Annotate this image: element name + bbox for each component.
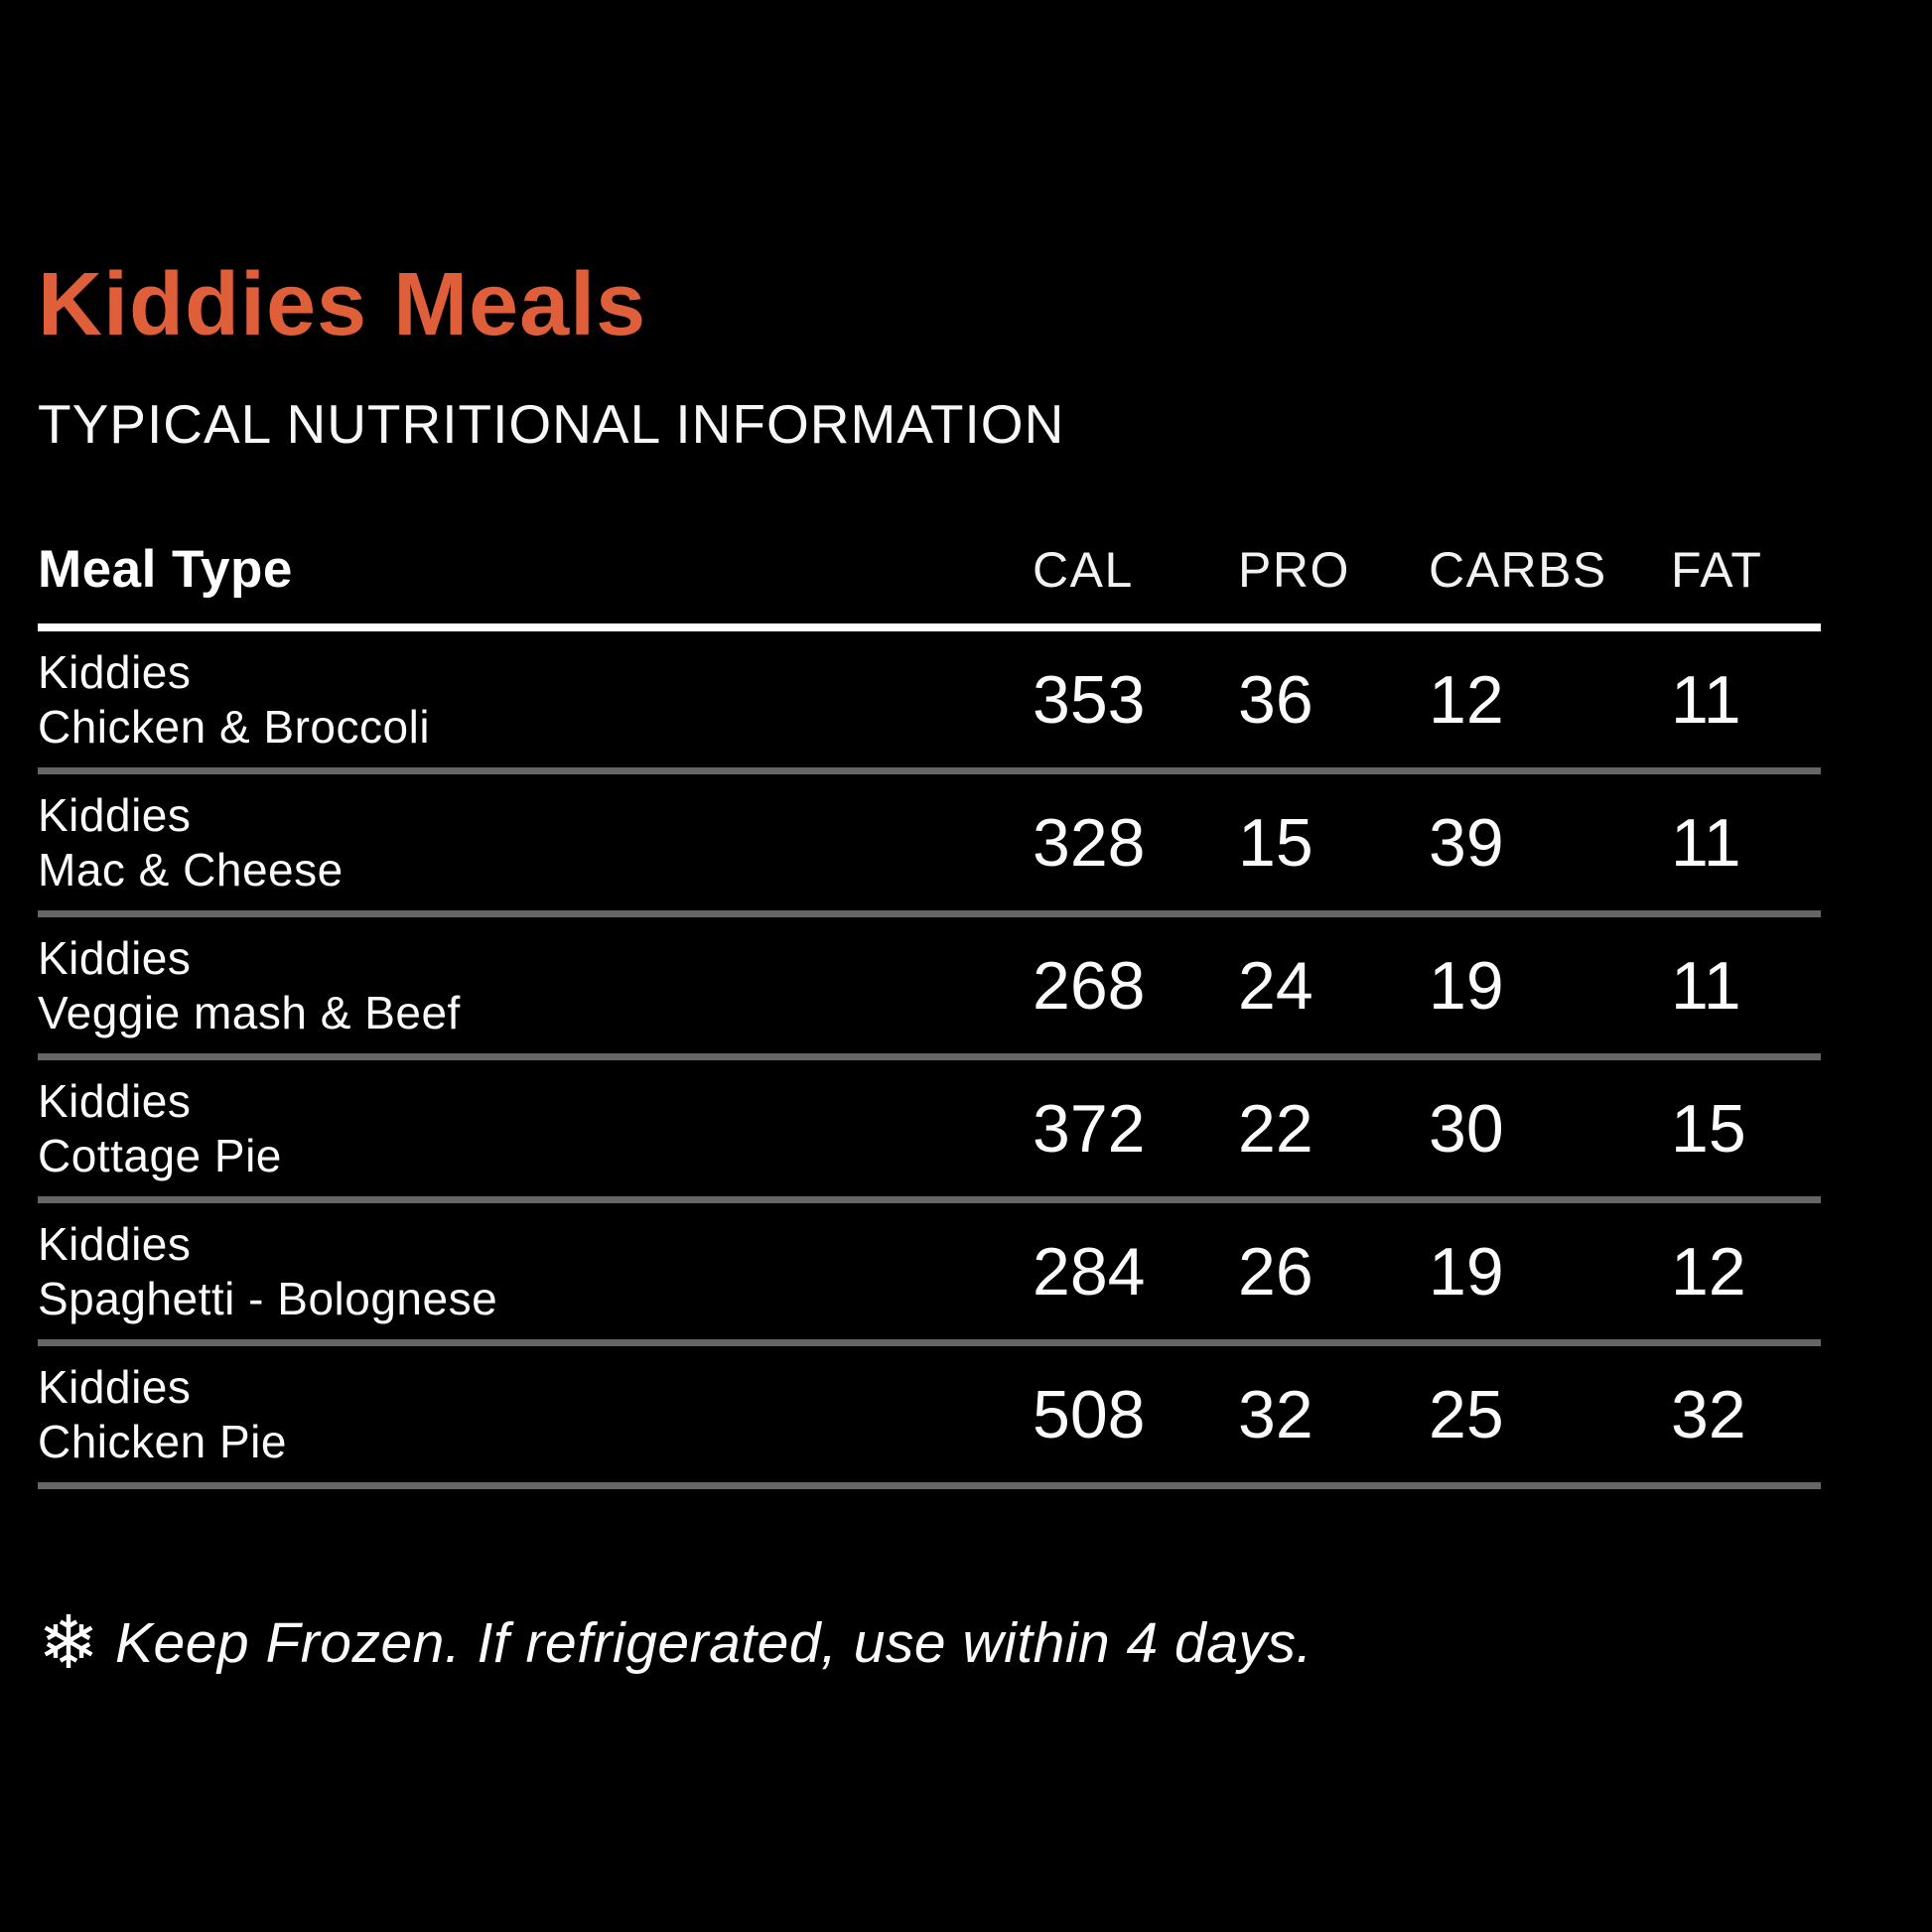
meal-name-line1: Kiddies <box>38 1218 192 1271</box>
meal-name-line2: Chicken & Broccoli <box>38 700 431 753</box>
meal-name-line2: Cottage Pie <box>38 1129 282 1181</box>
header-divider <box>38 623 1821 631</box>
pro-value: 22 <box>1238 1090 1313 1167</box>
fat-value: 11 <box>1671 947 1741 1024</box>
footer-note: ❄ Keep Frozen. If refrigerated, use with… <box>38 1606 1821 1680</box>
footer-text: Keep Frozen. If refrigerated, use within… <box>115 1611 1312 1675</box>
meal-name-line1: Kiddies <box>38 1075 192 1128</box>
carbs-value: 19 <box>1429 1233 1504 1310</box>
pro-value: 15 <box>1238 804 1313 881</box>
meal-name: Kiddies Spaghetti - Bolognese <box>38 1207 1033 1335</box>
meal-name: Kiddies Chicken Pie <box>38 1350 1033 1478</box>
pro-value: 32 <box>1238 1376 1313 1452</box>
table-row: Kiddies Chicken Pie 508 32 25 32 <box>38 1346 1821 1489</box>
carbs-value: 19 <box>1429 947 1504 1024</box>
snowflake-icon: ❄ <box>38 1601 100 1684</box>
fat-value: 11 <box>1671 661 1741 738</box>
table-header-row: Meal Type CAL PRO CARBS FAT <box>38 539 1821 600</box>
meal-name-line2: Mac & Cheese <box>38 843 344 896</box>
meal-name-line2: Veggie mash & Beef <box>38 986 461 1038</box>
page-title: Kiddies Meals <box>38 255 647 354</box>
cal-value: 508 <box>1033 1376 1146 1452</box>
column-header-meal-type: Meal Type <box>38 540 293 599</box>
meal-name: Kiddies Chicken & Broccoli <box>38 635 1033 763</box>
carbs-value: 12 <box>1429 661 1504 738</box>
cal-value: 372 <box>1033 1090 1146 1167</box>
meal-name: Kiddies Veggie mash & Beef <box>38 921 1033 1049</box>
pro-value: 36 <box>1238 661 1313 738</box>
column-header-cal: CAL <box>1033 542 1134 598</box>
table-row: Kiddies Cottage Pie 372 22 30 15 <box>38 1060 1821 1203</box>
fat-value: 12 <box>1671 1233 1746 1310</box>
fat-value: 11 <box>1671 804 1741 881</box>
cal-value: 353 <box>1033 661 1146 738</box>
meal-name: Kiddies Mac & Cheese <box>38 778 1033 906</box>
nutrition-table: Meal Type CAL PRO CARBS FAT Kiddies Chic… <box>38 539 1821 1489</box>
carbs-value: 39 <box>1429 804 1504 881</box>
table-row: Kiddies Chicken & Broccoli 353 36 12 11 <box>38 631 1821 774</box>
cal-value: 328 <box>1033 804 1146 881</box>
meal-name-line1: Kiddies <box>38 932 192 985</box>
pro-value: 26 <box>1238 1233 1313 1310</box>
fat-value: 15 <box>1671 1090 1746 1167</box>
meal-name-line2: Spaghetti - Bolognese <box>38 1272 498 1324</box>
table-row: Kiddies Mac & Cheese 328 15 39 11 <box>38 774 1821 917</box>
meal-name-line1: Kiddies <box>38 1361 192 1414</box>
meal-name: Kiddies Cottage Pie <box>38 1064 1033 1192</box>
carbs-value: 25 <box>1429 1376 1504 1452</box>
column-header-pro: PRO <box>1238 542 1350 598</box>
table-row: Kiddies Veggie mash & Beef 268 24 19 11 <box>38 917 1821 1060</box>
fat-value: 32 <box>1671 1376 1746 1452</box>
table-row: Kiddies Spaghetti - Bolognese 284 26 19 … <box>38 1203 1821 1346</box>
meal-name-line1: Kiddies <box>38 789 192 842</box>
carbs-value: 30 <box>1429 1090 1504 1167</box>
pro-value: 24 <box>1238 947 1313 1024</box>
page-subtitle: TYPICAL NUTRITIONAL INFORMATION <box>38 393 1065 455</box>
column-header-carbs: CARBS <box>1429 542 1607 598</box>
meal-name-line2: Chicken Pie <box>38 1415 287 1467</box>
column-header-fat: FAT <box>1671 542 1763 598</box>
cal-value: 268 <box>1033 947 1146 1024</box>
cal-value: 284 <box>1033 1233 1146 1310</box>
meal-name-line1: Kiddies <box>38 646 192 699</box>
